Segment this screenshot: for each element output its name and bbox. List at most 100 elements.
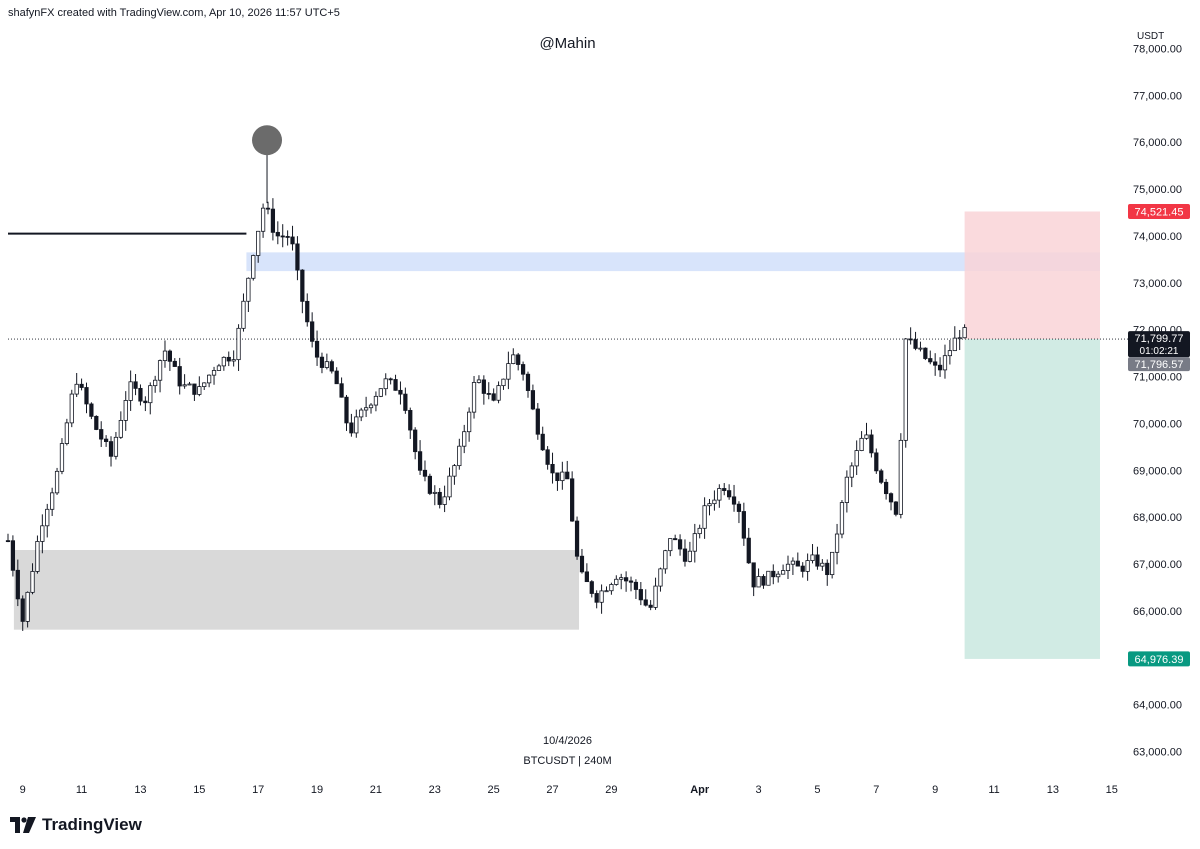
candle-body bbox=[275, 231, 280, 237]
candle-body bbox=[226, 356, 231, 362]
candle-body bbox=[702, 505, 707, 529]
candle-body bbox=[476, 379, 482, 383]
candle-body bbox=[373, 395, 379, 406]
candle-body bbox=[197, 386, 202, 395]
candle-body bbox=[64, 422, 69, 444]
candle-body bbox=[682, 548, 688, 562]
candle-body bbox=[260, 207, 266, 232]
x-tick-label: Apr bbox=[690, 784, 710, 796]
candle-body bbox=[820, 562, 825, 567]
candle-body bbox=[310, 321, 315, 342]
chart-title: @Mahin bbox=[539, 35, 596, 52]
candle-body bbox=[128, 381, 133, 401]
candle-body bbox=[874, 452, 879, 472]
candle-body bbox=[427, 475, 433, 494]
candle-body bbox=[251, 255, 256, 279]
tradingview-logo[interactable]: TradingView bbox=[10, 815, 142, 835]
candle-body bbox=[20, 598, 25, 622]
x-tick-label: 15 bbox=[193, 784, 205, 796]
candle-body bbox=[246, 277, 251, 302]
candle-body bbox=[746, 537, 751, 564]
candle-body bbox=[555, 472, 560, 482]
candle-body bbox=[883, 481, 889, 495]
x-tick-label: 21 bbox=[370, 784, 382, 796]
candle-body bbox=[623, 577, 629, 582]
candle-body bbox=[653, 585, 658, 608]
candle-body bbox=[727, 490, 732, 498]
candle-body bbox=[138, 387, 143, 402]
candle-body bbox=[810, 554, 815, 561]
x-tick-label: 13 bbox=[1047, 784, 1059, 796]
candle-body bbox=[54, 470, 60, 494]
peak-marker bbox=[252, 125, 283, 156]
candle-body bbox=[481, 379, 486, 394]
tradingview-logo-text: TradingView bbox=[42, 815, 142, 834]
candle-body bbox=[952, 337, 957, 352]
candle-body bbox=[540, 433, 545, 451]
candle-body bbox=[74, 383, 79, 395]
candle-body bbox=[501, 378, 506, 387]
candle-body bbox=[285, 236, 290, 238]
candle-body bbox=[5, 540, 11, 543]
candle-body bbox=[103, 438, 109, 442]
candle-body bbox=[182, 384, 187, 387]
candle-body bbox=[162, 350, 168, 362]
candle-body bbox=[368, 404, 374, 409]
candle-body bbox=[192, 383, 197, 395]
candle-body bbox=[736, 503, 742, 512]
candle-body bbox=[942, 355, 948, 371]
candle-body bbox=[849, 465, 854, 478]
candle-body bbox=[172, 360, 177, 367]
candle-body bbox=[692, 533, 697, 552]
candle-body bbox=[486, 393, 491, 395]
candle-body bbox=[388, 378, 393, 381]
stop-price-label: 74,521.45 bbox=[1135, 206, 1184, 218]
candle-body bbox=[295, 243, 300, 271]
candle-body bbox=[157, 360, 163, 381]
x-tick-label: 15 bbox=[1106, 784, 1118, 796]
candle-body bbox=[270, 208, 276, 233]
candle-body bbox=[668, 538, 673, 552]
candle-body bbox=[599, 590, 604, 603]
candle-body bbox=[815, 554, 820, 567]
candle-body bbox=[339, 383, 344, 398]
candle-body bbox=[363, 407, 369, 411]
y-tick-label: 67,000.00 bbox=[1133, 559, 1182, 571]
candle-body bbox=[923, 347, 928, 359]
candle-body bbox=[408, 410, 413, 431]
candle-body bbox=[761, 576, 766, 586]
candle-body bbox=[398, 389, 403, 395]
candle-body bbox=[305, 300, 310, 323]
candle-body bbox=[99, 429, 104, 440]
candle-body bbox=[879, 470, 884, 483]
candle-body bbox=[825, 562, 830, 576]
x-tick-label: 9 bbox=[932, 784, 938, 796]
candle-body bbox=[658, 568, 663, 587]
candle-body bbox=[933, 361, 938, 366]
candle-body bbox=[643, 599, 648, 606]
y-tick-label: 77,000.00 bbox=[1133, 90, 1182, 102]
candle-body bbox=[962, 327, 967, 339]
candle-body bbox=[45, 508, 50, 527]
candle-body bbox=[506, 363, 511, 380]
chart-symbol-label: BTCUSDT | 240M bbox=[523, 755, 612, 767]
stop-loss-zone bbox=[964, 211, 1100, 340]
candle-body bbox=[717, 488, 722, 501]
candle-body bbox=[638, 589, 643, 601]
candle-body bbox=[545, 449, 550, 465]
x-tick-label: 3 bbox=[756, 784, 762, 796]
y-tick-label: 71,000.00 bbox=[1133, 372, 1182, 384]
candle-body bbox=[378, 388, 383, 397]
candle-body bbox=[790, 560, 796, 565]
y-tick-label: 70,000.00 bbox=[1133, 418, 1182, 430]
chart-date-label: 10/4/2026 bbox=[543, 735, 592, 747]
candle-body bbox=[344, 396, 349, 424]
candle-body bbox=[314, 340, 320, 358]
candle-body bbox=[697, 527, 702, 535]
bid-price-label: 71,796.57 bbox=[1135, 359, 1184, 371]
candle-body bbox=[903, 338, 908, 441]
candle-body bbox=[280, 235, 285, 238]
y-tick-label: 66,000.00 bbox=[1133, 606, 1182, 618]
candle-body bbox=[300, 269, 305, 302]
